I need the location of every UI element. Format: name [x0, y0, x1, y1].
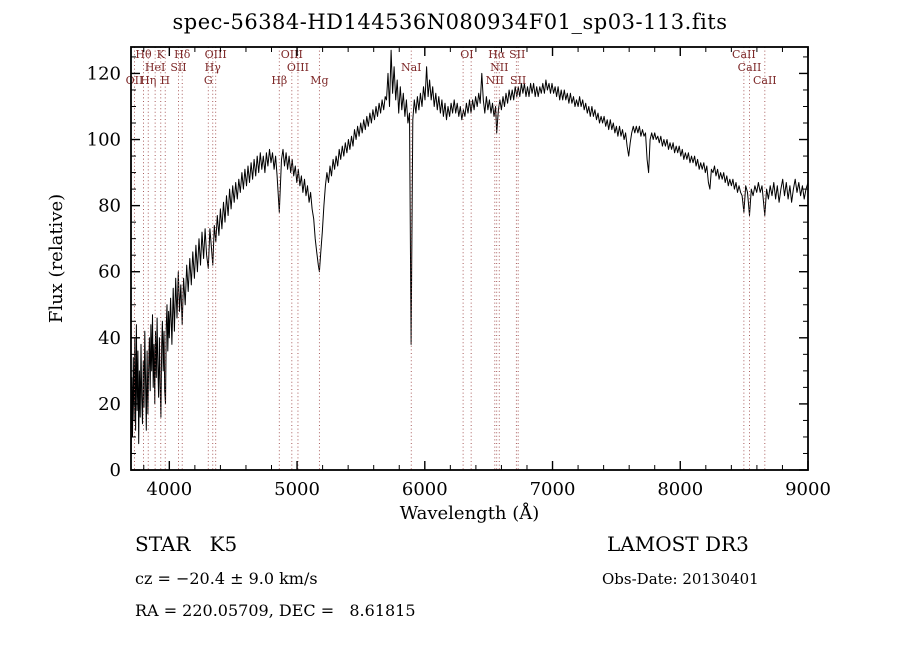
- spectral-line-label: Hγ: [205, 61, 222, 74]
- spectral-line-label: SII: [510, 74, 526, 87]
- spectrum-path: [130, 49, 809, 464]
- spectral-line-label: Hη: [140, 74, 156, 87]
- object-class-label: STAR K5: [135, 532, 238, 556]
- x-tick-label: 8000: [657, 479, 703, 500]
- y-tick-label: 20: [98, 394, 121, 415]
- spectral-line-label: NaI: [401, 61, 422, 74]
- spectral-line-label: OIII: [205, 48, 227, 61]
- spectral-line-label: NII: [486, 74, 504, 87]
- y-tick-label: 0: [110, 460, 121, 481]
- spectral-line-label: Hβ: [271, 74, 287, 87]
- survey-release-label: LAMOST DR3: [607, 532, 749, 556]
- spectral-line-label: CaII: [732, 48, 756, 61]
- x-tick-label: 4000: [146, 479, 192, 500]
- y-tick-label: 80: [98, 196, 121, 217]
- spectral-line-label: OIII: [287, 61, 309, 74]
- spectral-line-label: Hδ: [174, 48, 191, 61]
- plot-title: spec-56384-HD144536N080934F01_sp03-113.f…: [172, 10, 728, 34]
- plot-frame: [130, 46, 809, 471]
- x-tick-label: 5000: [274, 479, 320, 500]
- spectral-line-label: OIII: [281, 48, 303, 61]
- spectral-line-label: OII: [126, 74, 144, 87]
- spectral-line-label: SII: [170, 61, 186, 74]
- spectral-line-label: HeI: [145, 61, 165, 74]
- x-axis-title: Wavelength (Å): [400, 502, 540, 524]
- spectral-line-label: G: [204, 74, 213, 87]
- spectral-line-label: K: [157, 48, 166, 61]
- x-tick-label: 7000: [530, 479, 576, 500]
- spectral-line-label: H: [160, 74, 170, 87]
- obs-date-label: Obs-Date: 20130401: [602, 570, 759, 588]
- x-tick-label: 9000: [785, 479, 831, 500]
- y-axis-title: Flux (relative): [46, 194, 67, 323]
- spectral-line-label: Mg: [310, 74, 328, 87]
- spectral-line-label: Hα: [488, 48, 506, 61]
- y-tick-label: 40: [98, 328, 121, 349]
- spectral-line-label: SII: [509, 48, 525, 61]
- y-tick-label: 100: [87, 130, 121, 151]
- spectral-line-label: CaII: [753, 74, 777, 87]
- ra-dec-label: RA = 220.05709, DEC = 8.61815: [135, 601, 416, 620]
- radial-velocity-label: cz = −20.4 ± 9.0 km/s: [135, 569, 318, 588]
- spectral-line-label: NII: [490, 61, 508, 74]
- spectral-line-label: CaII: [738, 61, 762, 74]
- spectral-line-label: OI: [460, 48, 473, 61]
- spectral-line-label: Hθ: [135, 48, 152, 61]
- x-tick-label: 6000: [402, 479, 448, 500]
- y-tick-label: 60: [98, 262, 121, 283]
- y-tick-label: 120: [87, 63, 121, 84]
